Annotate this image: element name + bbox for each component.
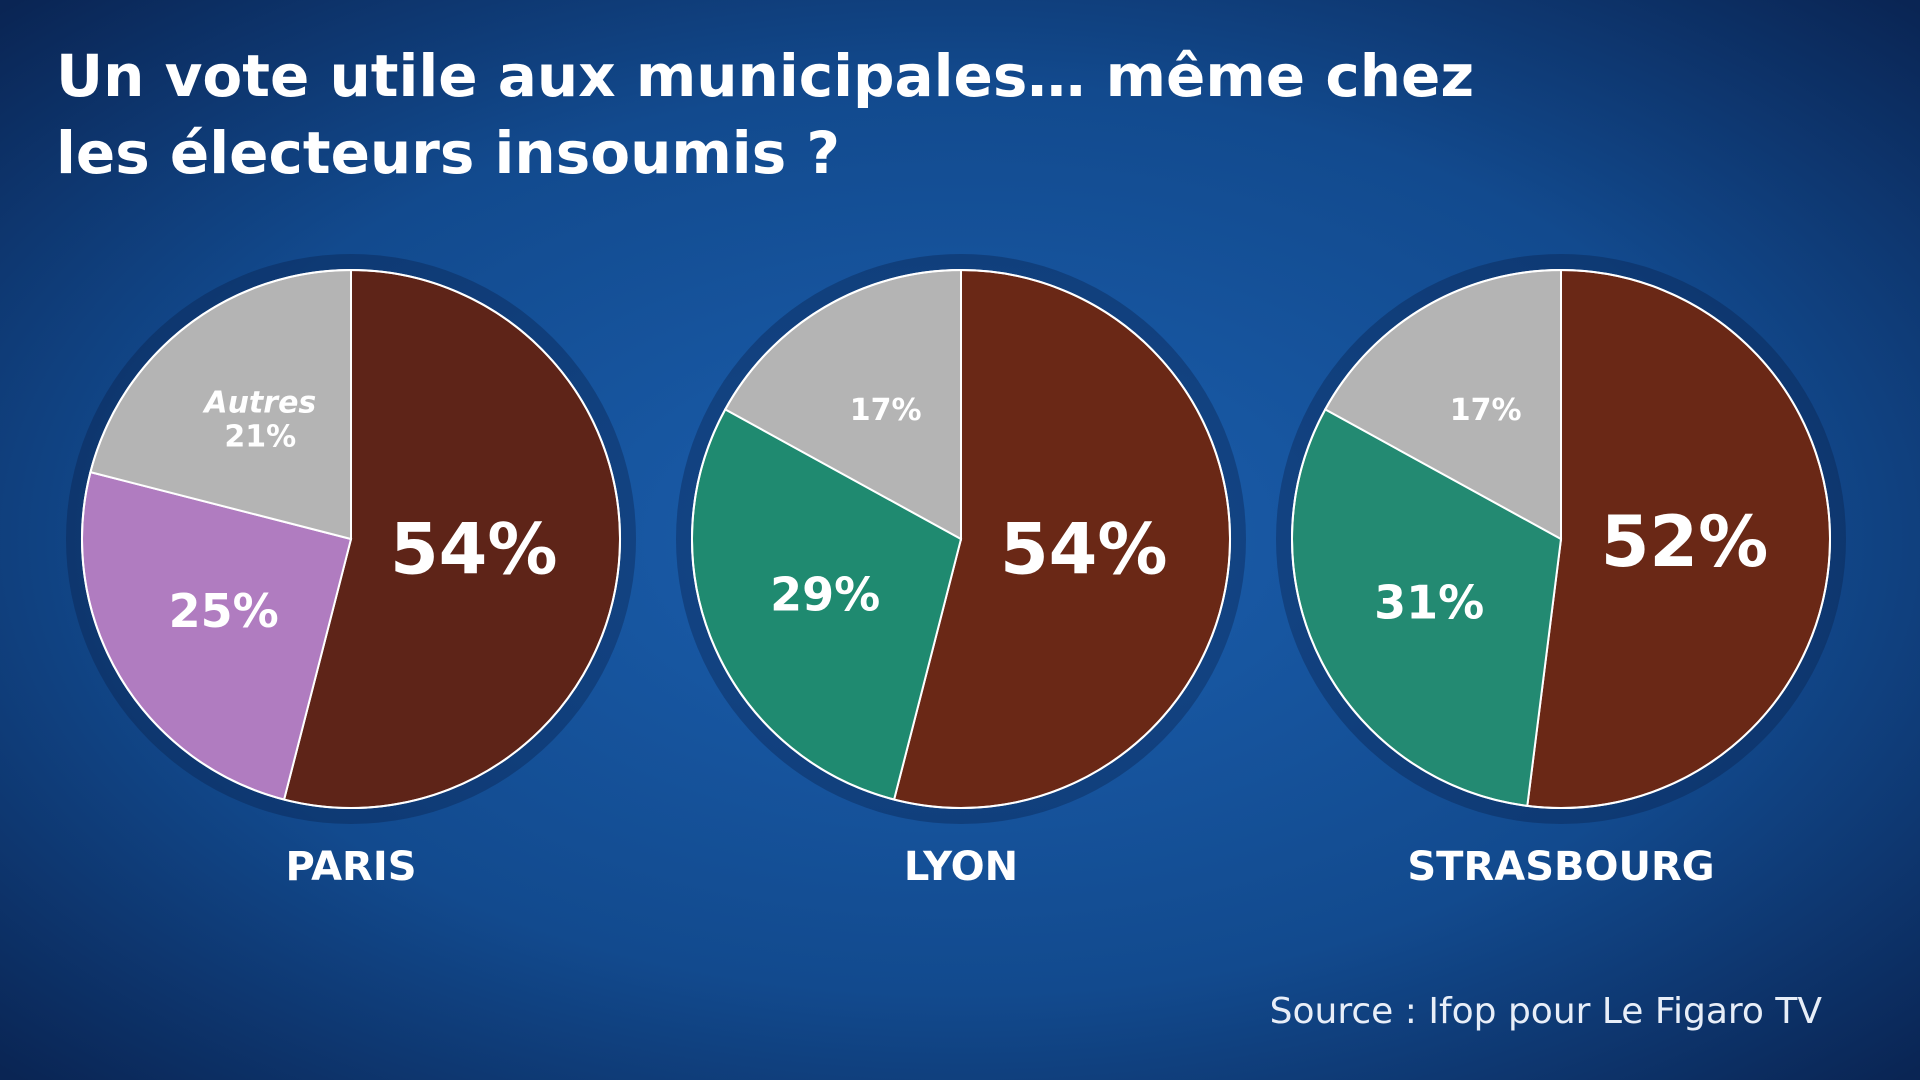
pie-title: PARIS: [285, 844, 416, 890]
slice-label: 25%: [169, 584, 279, 638]
slice-label: 31%: [1374, 576, 1484, 630]
slice-category: Autres: [202, 386, 316, 421]
pie-outline: [81, 269, 621, 809]
slice-label: 21%: [224, 420, 296, 455]
source: Source : Ifop pour Le Figaro TV: [1270, 991, 1823, 1032]
slice-label: 17%: [1450, 393, 1522, 428]
pie-outline: [691, 269, 1231, 809]
slice-label: 54%: [1000, 509, 1168, 591]
slice-label: 29%: [770, 567, 880, 621]
pie-outline: [1291, 269, 1831, 809]
pie-title: LYON: [904, 844, 1018, 890]
pie-title: STRASBOURG: [1407, 844, 1714, 890]
slice-label: 52%: [1601, 501, 1769, 583]
title-line: Un vote utile aux municipales… même chez: [56, 42, 1474, 110]
slice-label: 54%: [390, 509, 558, 591]
title-line: les électeurs insoumis ?: [56, 119, 840, 187]
slice-label: 17%: [850, 393, 922, 428]
